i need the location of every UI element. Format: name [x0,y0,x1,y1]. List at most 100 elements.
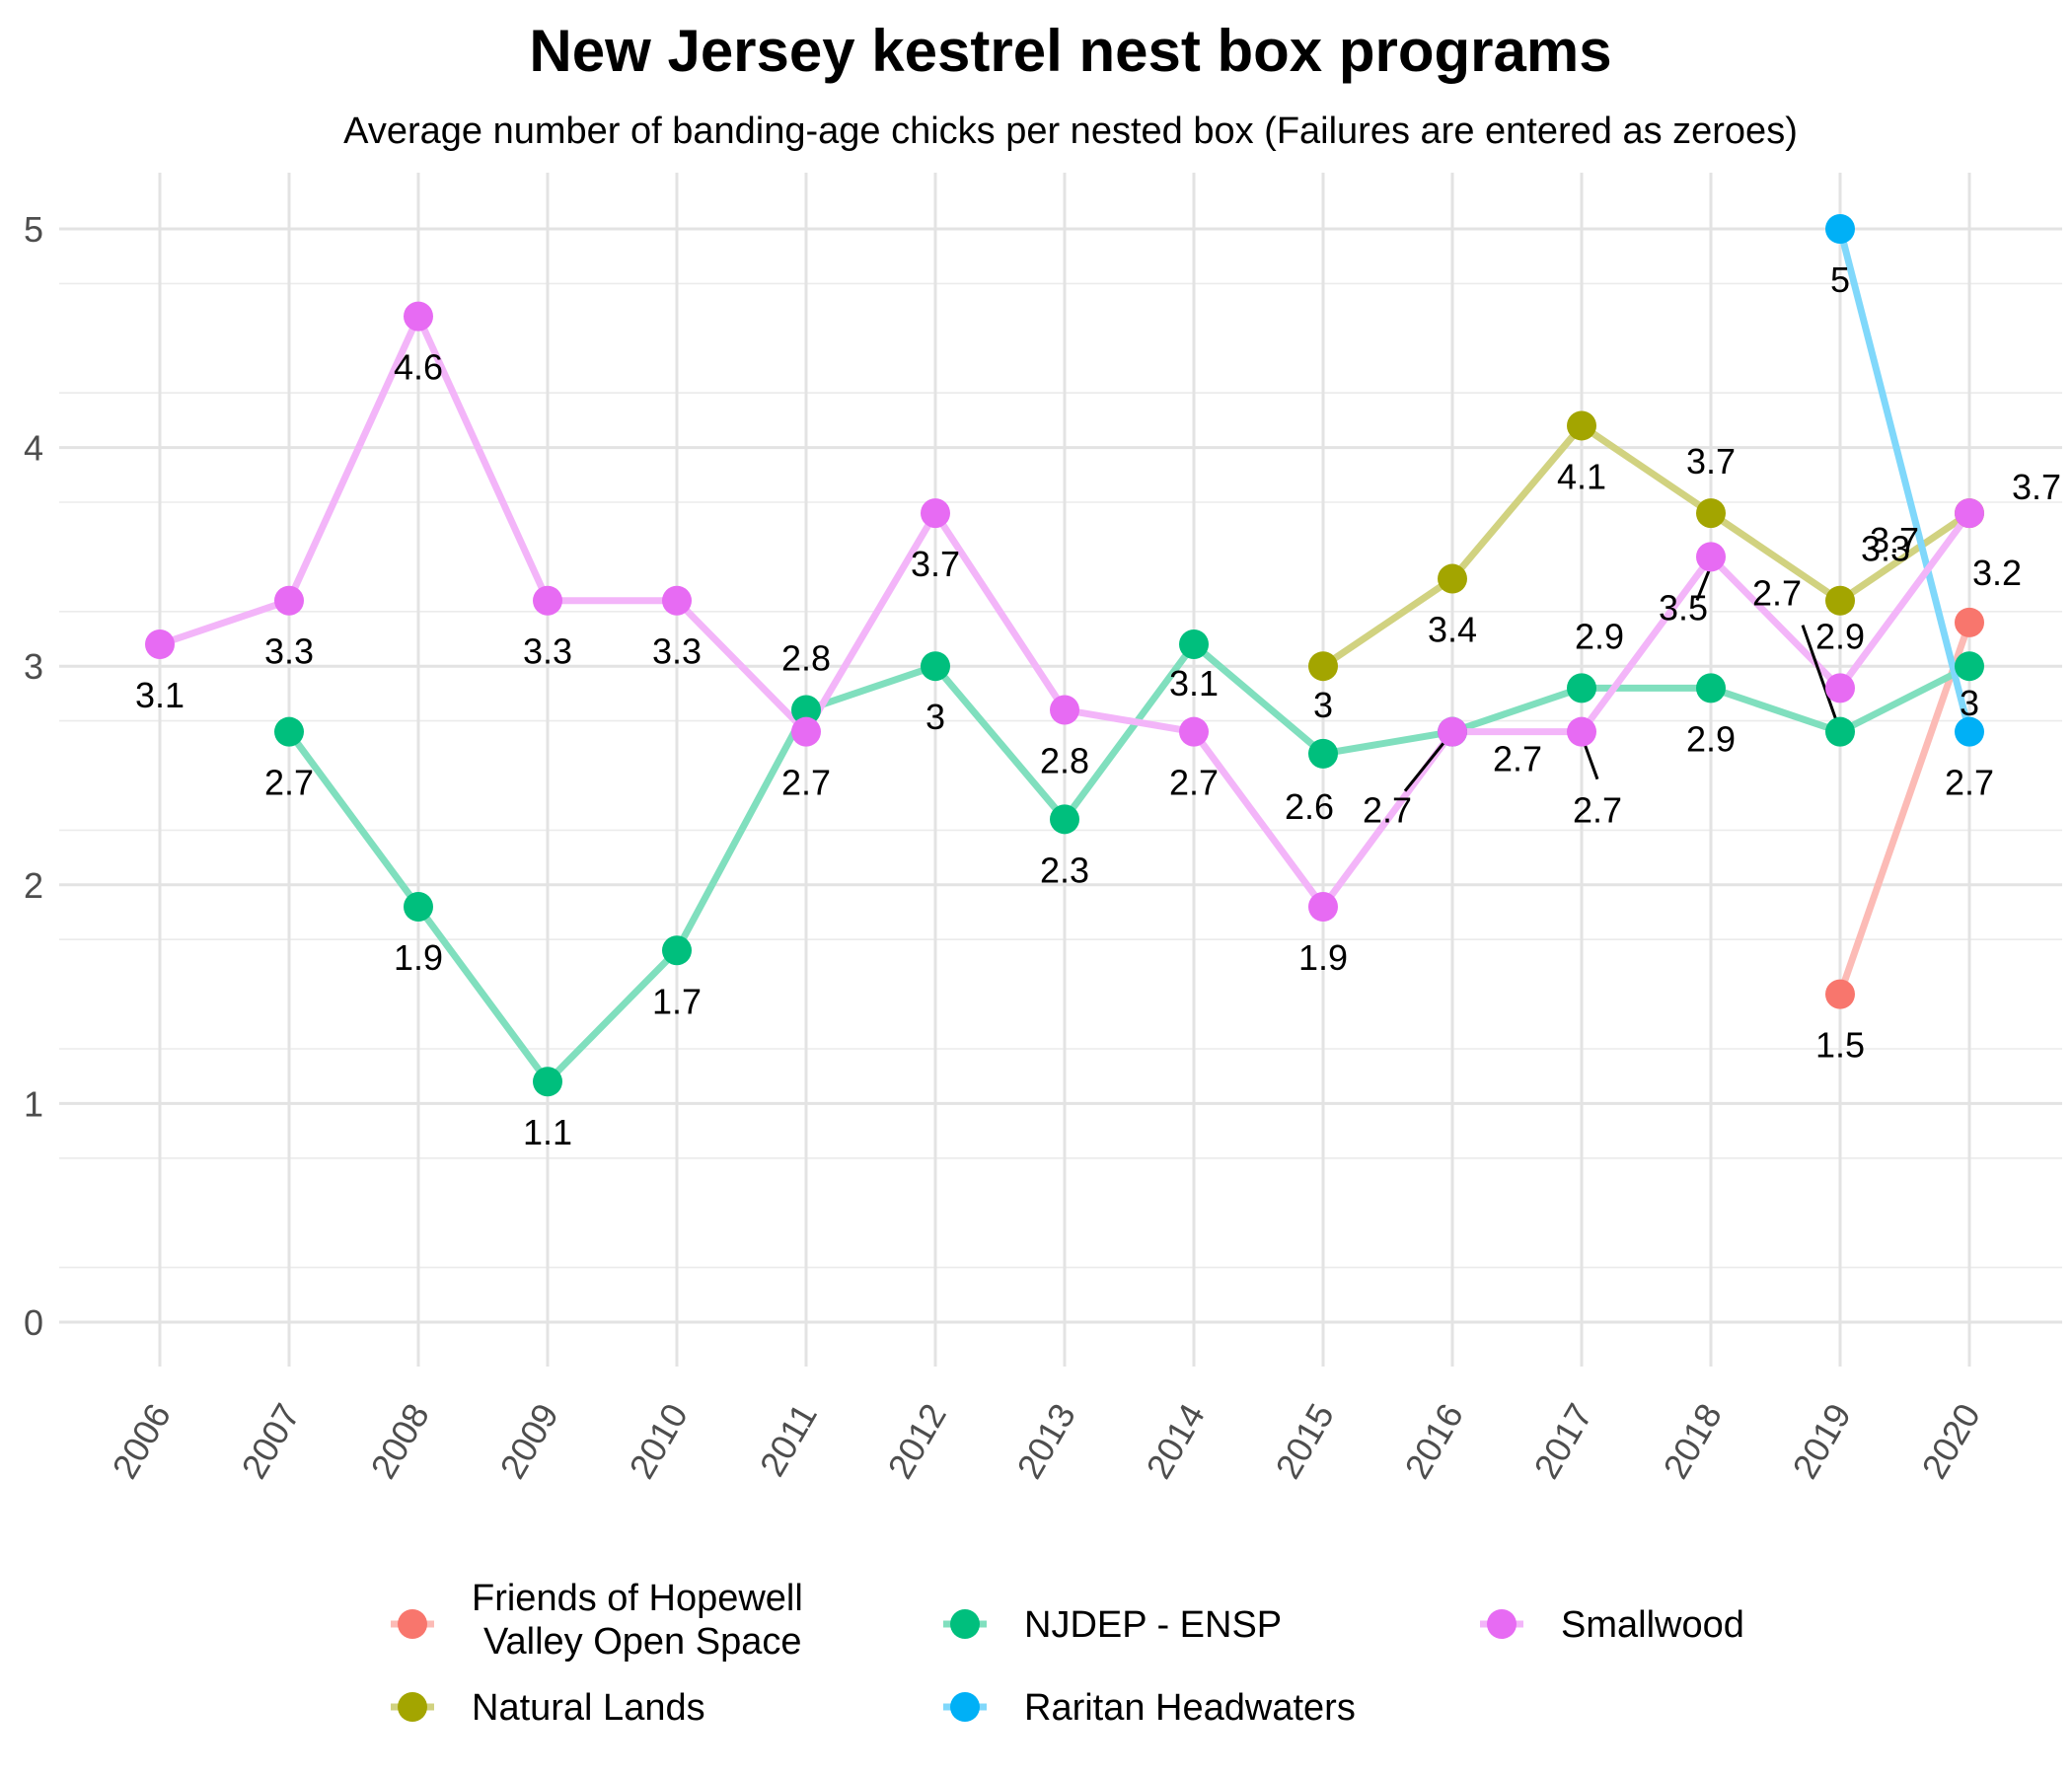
data-labels: 1.53.233.44.1 3.73.33.72.71.91.11.72.832.… [135,259,2061,1152]
data-point [1696,498,1726,529]
grid [59,173,2062,1367]
legend-key-point [398,1609,427,1639]
data-label: 2.8 [781,638,831,679]
data-point [791,716,821,747]
data-label: 3.7 [1686,441,1736,481]
data-label: 1.5 [1815,1025,1865,1066]
y-tick-label: 1 [24,1083,43,1124]
legend-label: Friends of Hopewell [472,1578,803,1619]
x-tick-label: 2014 [1138,1397,1213,1486]
x-tick-label: 2020 [1913,1397,1988,1486]
data-label: 3.4 [1428,610,1477,650]
data-label: 3 [925,697,945,737]
legend-key-point [1487,1609,1517,1639]
y-tick-label: 4 [24,428,43,469]
data-label: 2.8 [1040,741,1089,781]
data-point [1696,673,1726,703]
data-point [1825,716,1855,747]
data-label: 4.1 [1557,456,1606,496]
data-label: 2.9 [1686,718,1736,759]
y-tick-label: 0 [24,1302,43,1343]
data-point [1696,542,1726,572]
data-label: 3.2 [1972,553,2022,593]
data-label: 2.7 [1573,790,1622,831]
data-label: 3.7 [1870,520,1919,560]
data-point [1825,585,1855,616]
x-tick-label: 2006 [104,1397,179,1486]
legend-key-point [950,1609,980,1639]
data-label: 5 [1830,259,1850,300]
data-label: 3.3 [264,631,314,672]
series-line [1836,619,1973,999]
data-point [274,585,304,616]
data-label: 2.7 [1493,739,1542,779]
data-point [404,891,433,922]
data-label: 4.6 [394,347,443,388]
x-tick-label: 2009 [491,1397,566,1486]
data-label: 2.7 [1169,763,1219,803]
label-leader-line [1801,625,1840,727]
x-tick-label: 2017 [1525,1397,1600,1486]
data-point [1567,716,1596,747]
data-point [1438,563,1467,594]
data-point [1955,651,1984,682]
y-tick-label: 2 [24,865,43,906]
x-tick-label: 2008 [362,1397,437,1486]
data-label: 3 [1960,683,1979,723]
data-point [1567,673,1596,703]
data-point [1308,891,1338,922]
data-label: 1.9 [1298,937,1348,978]
data-label: 3.3 [1861,529,1910,569]
data-point [1955,607,1984,637]
series-line [285,640,1973,1085]
legend-label: Natural Lands [472,1687,705,1729]
y-tick-label: 5 [24,209,43,250]
data-label: 3.7 [911,544,960,584]
data-label: 3.3 [523,631,572,672]
data-label: 2.7 [781,763,831,803]
x-tick-label: 2013 [1008,1397,1083,1486]
data-label: 2.9 [1575,616,1624,656]
data-point [921,498,950,529]
data-label: 3.3 [652,631,702,672]
data-point [1825,214,1855,244]
data-point [1567,410,1596,441]
axes: 0 1 2 3 4 5 2006 2007 2008 2009 2010 2011 2012 2013 20… [24,209,1988,1485]
data-label: 3.7 [2012,467,2061,507]
series-line [1319,421,1973,670]
data-label: 3.5 [1659,587,1708,628]
data-label: 3.1 [135,675,185,715]
data-point [1179,716,1209,747]
data-label: 1.9 [394,937,443,978]
data-point [1050,804,1079,835]
data-label: 1.7 [652,981,702,1021]
data-point [1050,695,1079,725]
data-point [662,935,692,966]
legend-key-point [950,1692,980,1722]
data-label: 2.7 [1945,763,1994,803]
data-point [1955,716,1984,747]
legend-label: Smallwood [1561,1604,1744,1646]
data-point [1308,651,1338,682]
y-tick-label: 3 [24,646,43,687]
data-point [662,585,692,616]
data-label: 2.9 [1815,616,1865,656]
data-point [1438,716,1467,747]
data-point [404,301,433,332]
label-leader-line [1695,569,1711,601]
legend-label: Valley Open Space [483,1621,802,1663]
legend-key-point [398,1692,427,1722]
data-label: 2.6 [1285,786,1334,827]
data-label: 2.7 [1363,790,1412,831]
series-line [1836,225,1973,736]
data-point [1308,738,1338,769]
data-point [791,695,821,725]
x-tick-label: 2018 [1655,1397,1730,1486]
data-point [533,1067,562,1097]
legend-label: Raritan Headwaters [1024,1687,1356,1729]
x-tick-label: 2010 [621,1397,696,1486]
data-label: 2.3 [1040,850,1089,890]
